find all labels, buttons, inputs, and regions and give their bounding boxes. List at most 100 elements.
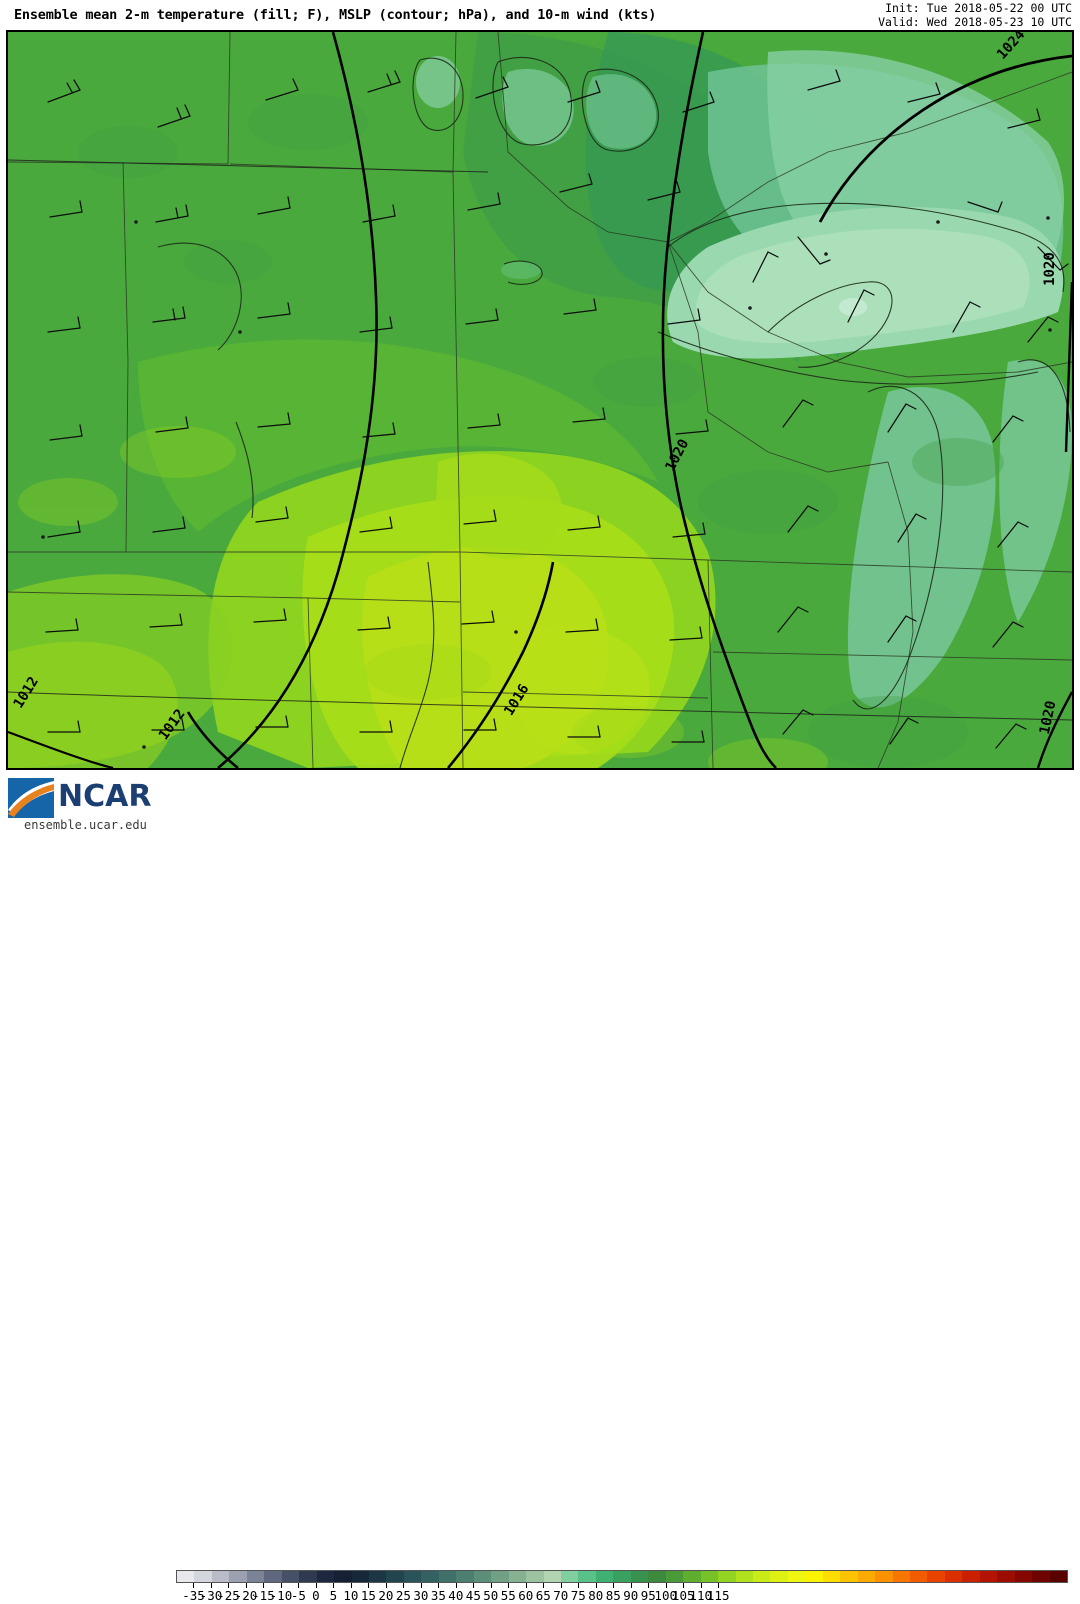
valid-time: Valid: Wed 2018-05-23 10 UTC [878,15,1072,29]
mslp-contour-1024 [818,54,1072,223]
mslp-contour-1020-southeast [1036,691,1072,768]
colorbar-segment [997,1571,1015,1582]
colorbar-segment [403,1571,422,1582]
forecast-timestamps: Init: Tue 2018-05-22 00 UTC Valid: Wed 2… [878,1,1072,29]
colorbar-segment [473,1571,492,1582]
colorbar-segment [665,1571,684,1582]
colorbar-tick-label: 70 [553,1588,569,1603]
mslp-contour-1012-south [186,711,239,768]
colorbar-segment [211,1571,230,1582]
thin-analysis-lines [8,159,1072,721]
mslp-contour-1016-center [447,561,555,768]
colorbar-tick-label: -5 [290,1588,306,1603]
colorbar-tick-label: 65 [535,1588,551,1603]
colorbar-tick-label: 80 [588,1588,604,1603]
colorbar-segment [543,1571,561,1582]
colorbar-segment [246,1571,265,1582]
page-title: Ensemble mean 2-m temperature (fill; F),… [14,7,657,23]
state-boundaries [8,32,1072,768]
colorbar-tick-label: 55 [500,1588,516,1603]
colorbar-segment [526,1571,544,1582]
mslp-contour-1012-west [8,730,114,768]
colorbar-tick-label: 10 [343,1588,359,1603]
temperature-colorbar[interactable]: -35 -30 -25 -20 -15 -10 -5 0 5 10 15 20 25 30 35 40 45 50… [176,1570,1068,1604]
colorbar-segment [368,1571,387,1582]
colorbar-tick-label: 85 [605,1588,621,1603]
colorbar-tick-label: 0 [312,1588,320,1603]
colorbar-segment [875,1571,893,1582]
colorbar-segment [927,1571,945,1582]
svg-text:1020: 1020 [1037,699,1060,735]
wind-barbs [41,69,1069,749]
colorbar-segment [1049,1571,1068,1582]
colorbar-segment [438,1571,457,1582]
colorbar-segment [334,1571,352,1582]
colorbar-segment [683,1571,701,1582]
lake-shorelines [157,56,1071,768]
colorbar-tick-label: 50 [483,1588,499,1603]
colorbar-segment [805,1571,823,1582]
colorbar-segment [281,1571,300,1582]
ncar-wordmark: NCAR [58,779,152,814]
colorbar-segment [840,1571,858,1582]
colorbar-segment [630,1571,649,1582]
colorbar-tick-label: 15 [360,1588,376,1603]
colorbar-segment [1032,1571,1050,1582]
colorbar-tick-label: 90 [623,1588,639,1603]
mslp-contour-1016-west [217,32,378,768]
colorbar-segment [822,1571,841,1582]
colorbar-tick-label: 40 [448,1588,464,1603]
colorbar-segment [700,1571,719,1582]
colorbar-segment [299,1571,317,1582]
mslp-contour-1020 [661,32,777,768]
map-panel[interactable]: 1024102410201020102010201020102010161016… [6,30,1074,770]
colorbar-tick-labels: -35 -30 -25 -20 -15 -10 -5 0 5 10 15 20 25 30 35 40 45 50… [176,1588,1068,1604]
colorbar-segment [421,1571,439,1582]
colorbar-segment [770,1571,788,1582]
temperature-fill-bands [8,32,1072,768]
colorbar-tick-label: 30 [413,1588,429,1603]
svg-text:1020: 1020 [1042,252,1058,286]
init-time: Init: Tue 2018-05-22 00 UTC [885,1,1072,15]
colorbar-segment [752,1571,771,1582]
colorbar-tick-label: 5 [329,1588,338,1603]
colorbar-segment [648,1571,666,1582]
colorbar-tick-label: -10 [269,1588,293,1603]
colorbar-segment [718,1571,736,1582]
colorbar-segment [229,1571,247,1582]
colorbar-tick-label: 75 [570,1588,586,1603]
colorbar-segment [857,1571,876,1582]
colorbar-segment [595,1571,614,1582]
colorbar-segment [944,1571,963,1582]
colorbar-tick-label: 115 [706,1588,730,1603]
colorbar-segment [386,1571,404,1582]
colorbar-segment [316,1571,335,1582]
mslp-contour-1020-east [1064,281,1072,453]
colorbar-segment [264,1571,282,1582]
ncar-logo[interactable]: NCAR ensemble.ucar.edu [6,778,166,832]
colorbar-segment [613,1571,631,1582]
colorbar-segment [735,1571,753,1582]
colorbar-segment [910,1571,928,1582]
ensemble-url[interactable]: ensemble.ucar.edu [24,818,147,832]
colorbar-tick-label: 60 [518,1588,534,1603]
colorbar-segment [1014,1571,1033,1582]
footer-bar: NCAR ensemble.ucar.edu -35 -30 -25 -20 -15 -1… [0,772,1080,1603]
colorbar-gradient [176,1570,1068,1583]
colorbar-segment [787,1571,806,1582]
colorbar-segment [979,1571,998,1582]
colorbar-segment [508,1571,527,1582]
colorbar-segment [456,1571,474,1582]
colorbar-tick-label: 25 [395,1588,411,1603]
colorbar-tick-label: 45 [465,1588,481,1603]
header-bar: Ensemble mean 2-m temperature (fill; F),… [0,0,1080,30]
colorbar-segment [560,1571,579,1582]
colorbar-segment [194,1571,212,1582]
map-canvas[interactable]: 1024102410201020102010201020102010161016… [8,32,1072,768]
colorbar-segment [578,1571,596,1582]
colorbar-segment [962,1571,980,1582]
colorbar-tick-label: 20 [378,1588,394,1603]
colorbar-segment [491,1571,509,1582]
